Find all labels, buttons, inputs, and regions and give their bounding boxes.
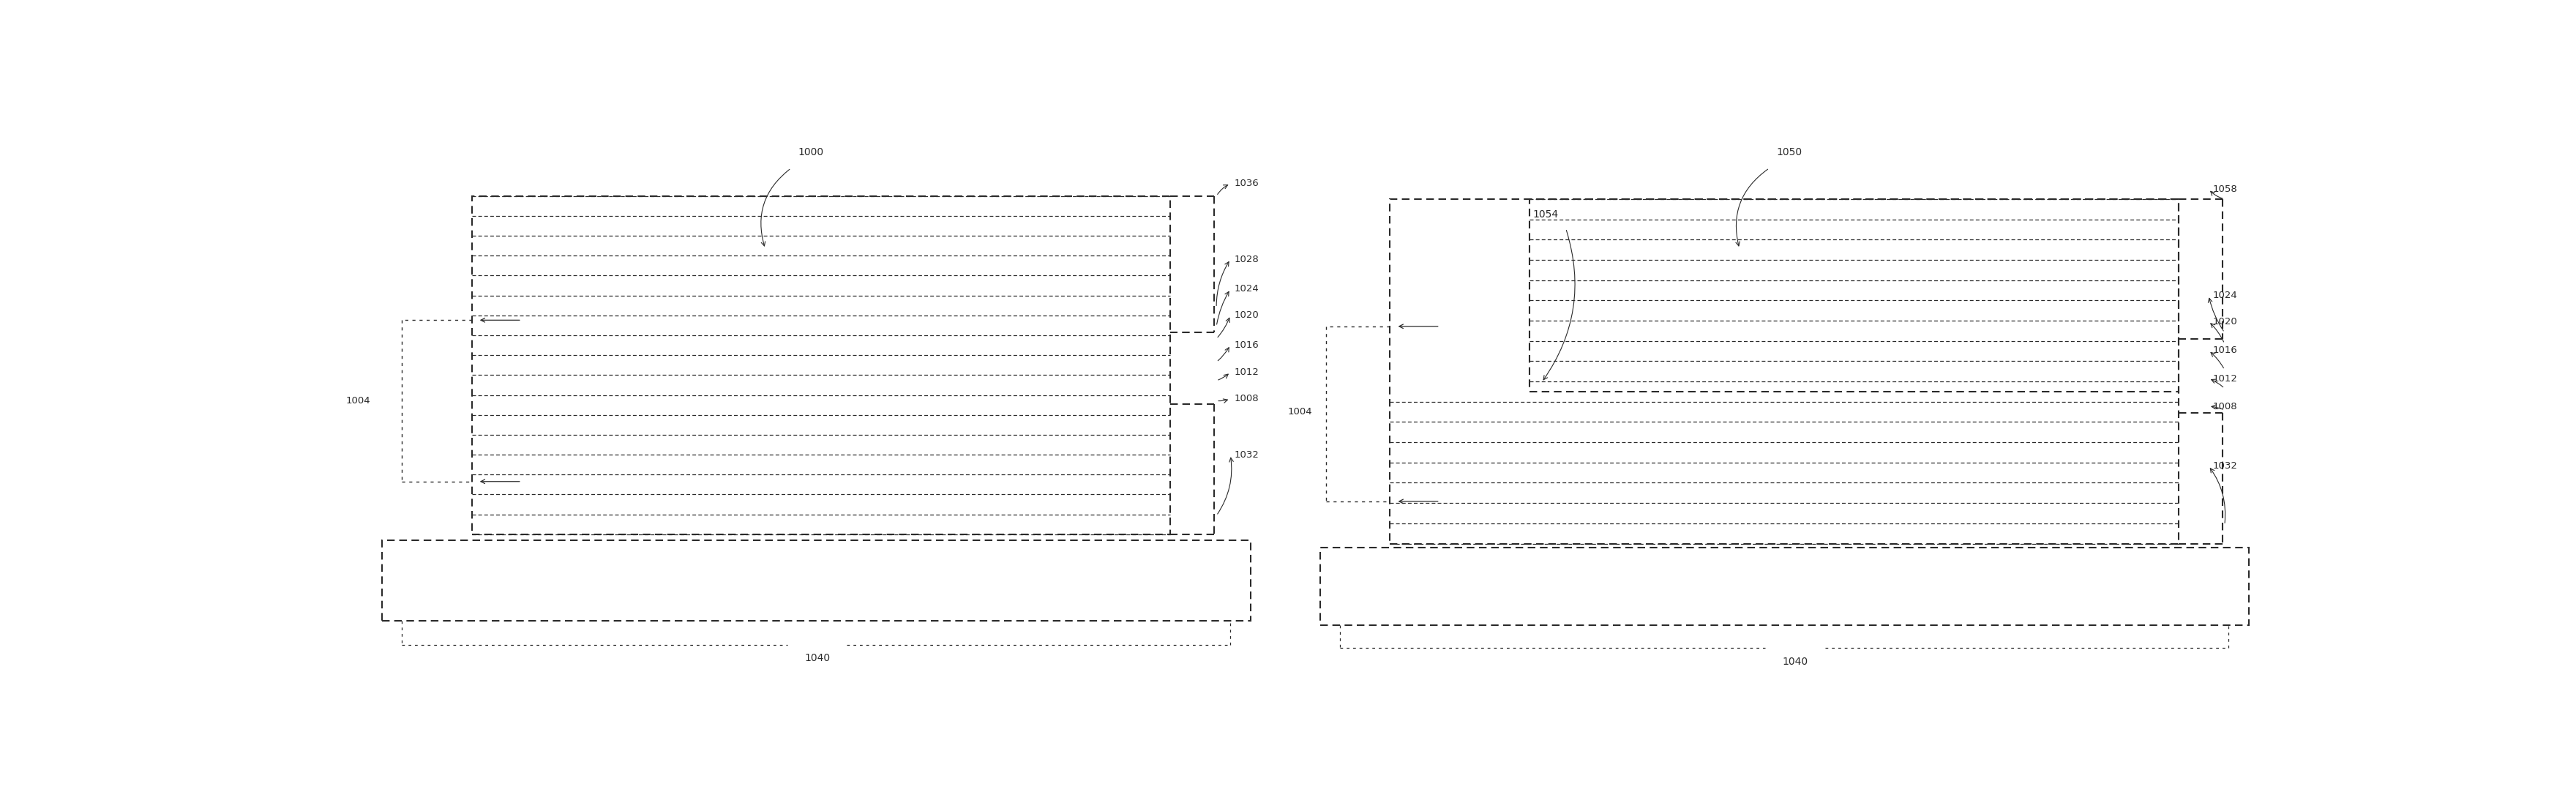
Text: 1036: 1036 — [1234, 179, 1260, 189]
Text: 1032: 1032 — [2213, 461, 2239, 471]
Text: 1024: 1024 — [1234, 285, 1260, 294]
Text: 1008: 1008 — [2213, 401, 2236, 411]
Text: 1028: 1028 — [1234, 255, 1260, 264]
Text: 1024: 1024 — [2213, 290, 2239, 300]
Text: 1016: 1016 — [2213, 346, 2239, 355]
Text: 1040: 1040 — [1783, 656, 1808, 667]
Text: 1054: 1054 — [1533, 210, 1558, 220]
Text: 1050: 1050 — [1777, 147, 1803, 158]
Text: 1004: 1004 — [345, 396, 371, 405]
Text: 1008: 1008 — [1234, 394, 1260, 404]
Text: 1032: 1032 — [1234, 450, 1260, 459]
Text: 1020: 1020 — [2213, 317, 2239, 326]
Text: 1004: 1004 — [1288, 407, 1314, 417]
Text: 1012: 1012 — [1234, 368, 1260, 377]
Text: 1020: 1020 — [1234, 310, 1260, 320]
Text: 1012: 1012 — [2213, 374, 2239, 383]
Text: 1016: 1016 — [1234, 340, 1260, 350]
Text: 1058: 1058 — [2213, 185, 2239, 194]
Text: 1040: 1040 — [804, 653, 829, 663]
Text: 1000: 1000 — [799, 147, 824, 158]
